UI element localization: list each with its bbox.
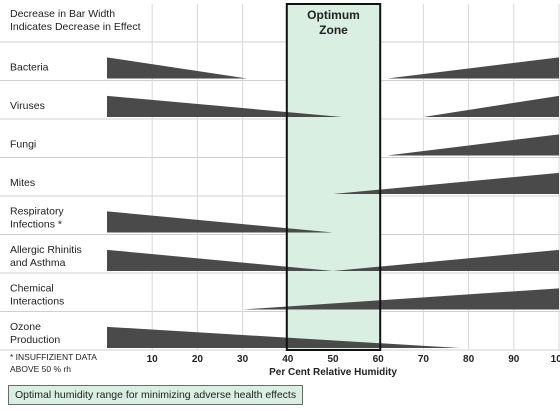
optimum-zone-band [286, 4, 381, 350]
row-label: Allergic Rhinitis [10, 244, 82, 256]
effect-wedge [107, 95, 343, 117]
x-tick-label: 50 [327, 354, 339, 365]
row-label: Ozone [10, 321, 41, 333]
row-label: Production [10, 334, 60, 346]
x-tick-label: 40 [282, 354, 294, 365]
optimum-zone-border [285, 3, 382, 351]
row-label: and Asthma [10, 257, 66, 269]
x-tick-label: 20 [192, 354, 204, 365]
row-label: Viruses [10, 100, 45, 112]
x-tick-label: 80 [463, 354, 475, 365]
row-label: Bacteria [10, 61, 49, 73]
row-label: Mites [10, 177, 35, 189]
effect-wedge [333, 249, 559, 271]
legend-entry: Optimal humidity range for minimizing ad… [8, 385, 304, 405]
chart-bars [107, 57, 559, 348]
effect-wedge [242, 288, 559, 310]
footnote: * INSUFFIZIENT DATA [10, 352, 97, 362]
x-axis-label: Per Cent Relative Humidity [269, 367, 397, 378]
effect-wedge [423, 95, 559, 117]
row-label: Chemical [10, 282, 54, 294]
row-label: Infections * [10, 218, 62, 230]
effect-wedge [387, 57, 559, 79]
chart-note: Decrease in Bar Width [10, 8, 115, 20]
x-tick-label: 30 [237, 354, 249, 365]
row-label: Interactions [10, 295, 64, 307]
effect-wedge [107, 326, 460, 348]
x-tick-label: 90 [508, 354, 520, 365]
x-tick-label: 10 [147, 354, 159, 365]
x-tick-label: 70 [418, 354, 430, 365]
effect-wedge [387, 134, 559, 156]
effect-wedge [333, 172, 559, 194]
chart-note: Indicates Decrease in Effect [10, 21, 141, 33]
optimum-zone-label: Optimum [307, 8, 360, 22]
x-tick-label: 100 [551, 354, 560, 365]
footnote: ABOVE 50 % rh [10, 364, 71, 374]
optimum-zone-label: Zone [319, 23, 348, 37]
chart-labels: Bacteria Viruses Fungi Mites RespiratoryInfe… [10, 8, 560, 378]
row-label: Fungi [10, 138, 36, 150]
effect-wedge [107, 211, 333, 233]
effect-wedge [107, 57, 248, 79]
row-label: Respiratory [10, 205, 64, 217]
x-tick-label: 60 [373, 354, 385, 365]
effect-wedge [107, 249, 333, 271]
